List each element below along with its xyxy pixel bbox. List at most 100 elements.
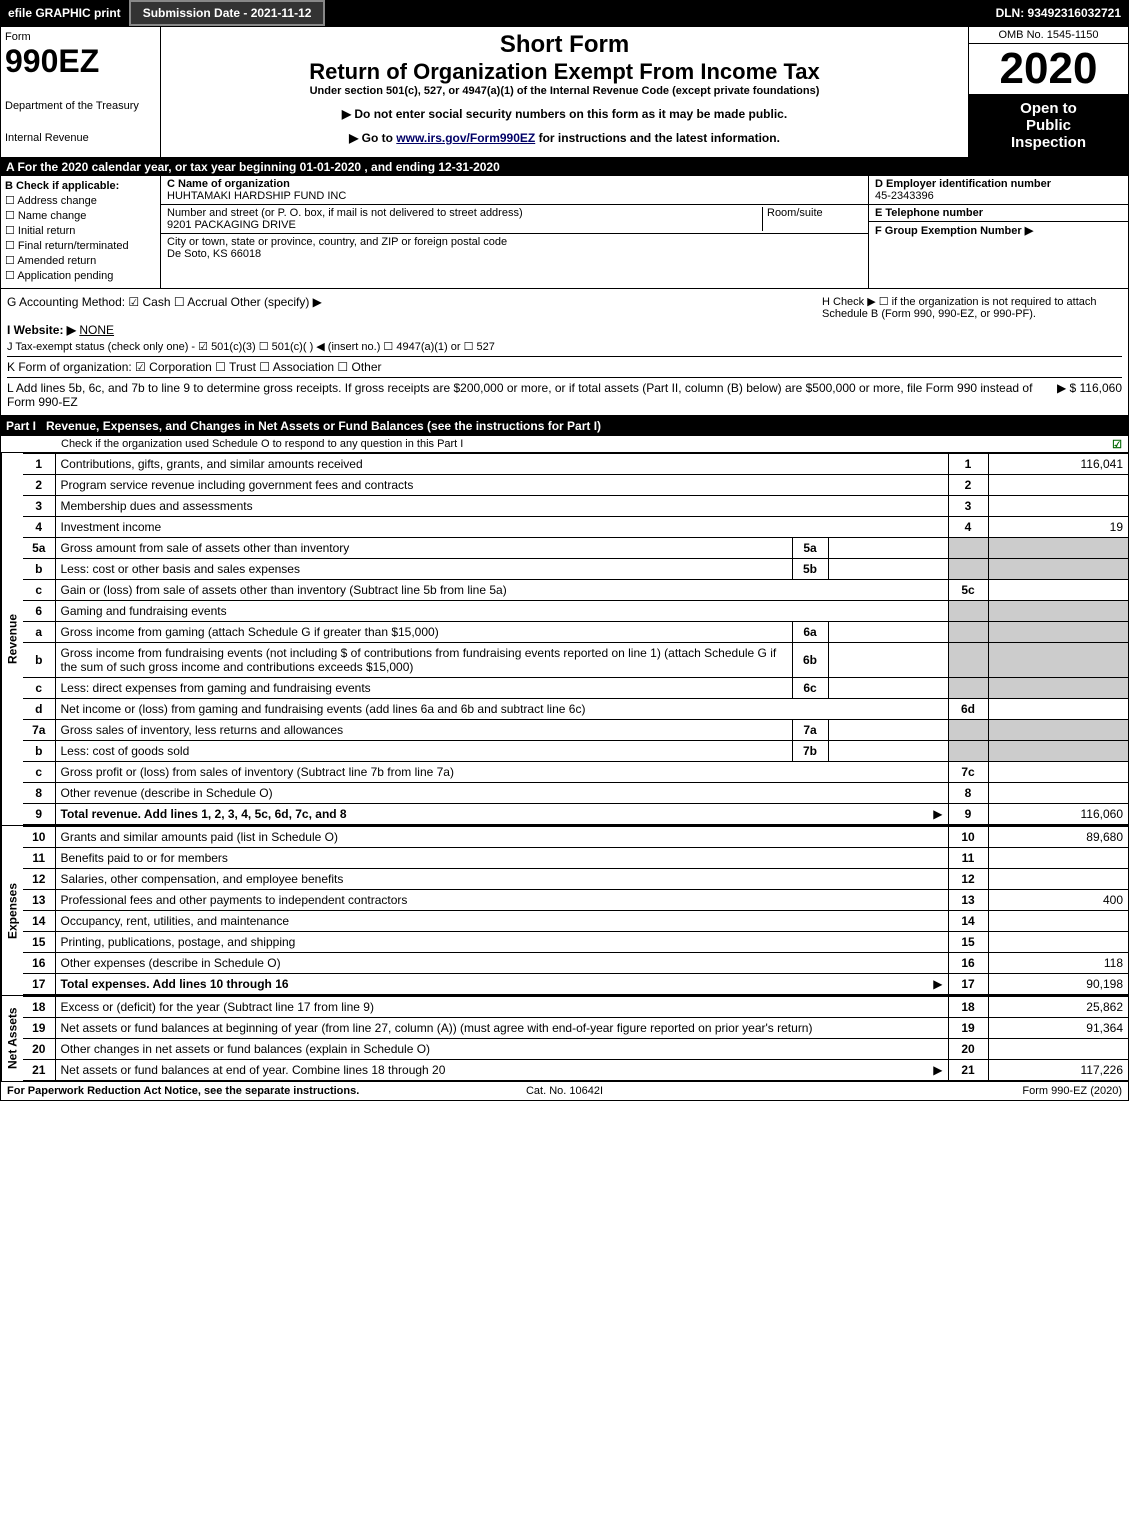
line-number: 4 <box>23 517 55 538</box>
expenses-table: 10Grants and similar amounts paid (list … <box>23 826 1128 995</box>
line-description: Gross amount from sale of assets other t… <box>55 538 792 559</box>
revenue-table: 1Contributions, gifts, grants, and simil… <box>23 453 1128 825</box>
sub-box-value <box>828 678 948 699</box>
top-bar: efile GRAPHIC print Submission Date - 20… <box>0 0 1129 26</box>
note-link: ▶ Go to www.irs.gov/Form990EZ for instru… <box>165 131 964 145</box>
table-row: 3Membership dues and assessments3 <box>23 496 1128 517</box>
website-label: I Website: ▶ <box>7 323 76 337</box>
line-number: 11 <box>23 848 55 869</box>
line-description: Membership dues and assessments <box>55 496 948 517</box>
line-g: G Accounting Method: ☑ Cash ☐ Accrual Ot… <box>7 295 822 320</box>
line-number: 6 <box>23 601 55 622</box>
box-val-shaded <box>988 601 1128 622</box>
box-number: 9 <box>948 804 988 825</box>
line-number: 19 <box>23 1018 55 1039</box>
box-number: 15 <box>948 932 988 953</box>
line-number: d <box>23 699 55 720</box>
line-description: Professional fees and other payments to … <box>55 890 948 911</box>
chk-initial-return[interactable]: ☐ Initial return <box>5 224 156 237</box>
line-l: L Add lines 5b, 6c, and 7b to line 9 to … <box>7 381 1057 409</box>
form-number: 990EZ <box>5 43 156 80</box>
table-row: aGross income from gaming (attach Schedu… <box>23 622 1128 643</box>
box-value <box>988 848 1128 869</box>
sub-box-label: 6b <box>792 643 828 678</box>
chk-final-return[interactable]: ☐ Final return/terminated <box>5 239 156 252</box>
box-val-shaded <box>988 559 1128 580</box>
line-description: Printing, publications, postage, and shi… <box>55 932 948 953</box>
box-val-shaded <box>988 643 1128 678</box>
line-description: Less: cost or other basis and sales expe… <box>55 559 792 580</box>
line-description: Program service revenue including govern… <box>55 475 948 496</box>
box-value: 89,680 <box>988 827 1128 848</box>
city-label: City or town, state or province, country… <box>167 236 507 248</box>
line-description: Other expenses (describe in Schedule O) <box>55 953 948 974</box>
footer-paperwork: For Paperwork Reduction Act Notice, see … <box>7 1085 379 1097</box>
box-num-shaded <box>948 643 988 678</box>
box-value: 116,060 <box>988 804 1128 825</box>
box-value: 117,226 <box>988 1060 1128 1081</box>
line-number: 14 <box>23 911 55 932</box>
table-row: 6Gaming and fundraising events <box>23 601 1128 622</box>
line-h: H Check ▶ ☐ if the organization is not r… <box>822 295 1122 320</box>
box-num-shaded <box>948 601 988 622</box>
submission-date: Submission Date - 2021-11-12 <box>129 0 326 26</box>
footer-formref: Form 990-EZ (2020) <box>750 1085 1122 1097</box>
revenue-grid: Revenue 1Contributions, gifts, grants, a… <box>0 453 1129 826</box>
table-row: 5aGross amount from sale of assets other… <box>23 538 1128 559</box>
chk-address-change[interactable]: ☐ Address change <box>5 194 156 207</box>
box-number: 21 <box>948 1060 988 1081</box>
table-row: 2Program service revenue including gover… <box>23 475 1128 496</box>
box-number: 16 <box>948 953 988 974</box>
box-value <box>988 932 1128 953</box>
box-value: 19 <box>988 517 1128 538</box>
line-number: c <box>23 678 55 699</box>
table-row: 4Investment income419 <box>23 517 1128 538</box>
sub-box-value <box>828 741 948 762</box>
website-value: NONE <box>79 323 114 337</box>
box-value <box>988 580 1128 601</box>
open-inspection: Open to Public Inspection <box>969 94 1128 157</box>
org-name-label: C Name of organization <box>167 178 290 190</box>
dept-treasury: Department of the Treasury <box>5 100 156 112</box>
sub-box-label: 5a <box>792 538 828 559</box>
lines-g-l: G Accounting Method: ☑ Cash ☐ Accrual Ot… <box>0 289 1129 416</box>
table-row: cGross profit or (loss) from sales of in… <box>23 762 1128 783</box>
chk-amended-return[interactable]: ☐ Amended return <box>5 254 156 267</box>
line-number: 16 <box>23 953 55 974</box>
ein-label: D Employer identification number <box>875 178 1051 190</box>
box-value <box>988 869 1128 890</box>
table-row: cLess: direct expenses from gaming and f… <box>23 678 1128 699</box>
footer-catno: Cat. No. 10642I <box>379 1085 751 1097</box>
line-description: Excess or (deficit) for the year (Subtra… <box>55 997 948 1018</box>
table-row: 18Excess or (deficit) for the year (Subt… <box>23 997 1128 1018</box>
sub-box-label: 5b <box>792 559 828 580</box>
line-number: 3 <box>23 496 55 517</box>
box-val-shaded <box>988 741 1128 762</box>
part-1-header: Part I Revenue, Expenses, and Changes in… <box>0 416 1129 436</box>
chk-application-pending[interactable]: ☐ Application pending <box>5 269 156 282</box>
revenue-side-label: Revenue <box>1 453 23 825</box>
box-val-shaded <box>988 678 1128 699</box>
efile-label: efile GRAPHIC print <box>0 2 129 24</box>
box-number: 14 <box>948 911 988 932</box>
street-label: Number and street (or P. O. box, if mail… <box>167 207 523 219</box>
irs-link[interactable]: www.irs.gov/Form990EZ <box>396 131 535 145</box>
line-number: 20 <box>23 1039 55 1060</box>
table-row: 21Net assets or fund balances at end of … <box>23 1060 1128 1081</box>
group-exemption-label: F Group Exemption Number ▶ <box>875 225 1033 237</box>
sub-box-label: 7a <box>792 720 828 741</box>
box-number: 10 <box>948 827 988 848</box>
line-description: Gaming and fundraising events <box>55 601 948 622</box>
chk-name-change[interactable]: ☐ Name change <box>5 209 156 222</box>
sub-box-value <box>828 538 948 559</box>
col-b-header: B Check if applicable: <box>5 180 156 192</box>
box-value <box>988 475 1128 496</box>
tax-year: 2020 <box>969 44 1128 94</box>
table-row: 9Total revenue. Add lines 1, 2, 3, 4, 5c… <box>23 804 1128 825</box>
schedule-o-check-icon: ☑ <box>1112 438 1122 451</box>
dln-label: DLN: 93492316032721 <box>988 2 1129 24</box>
table-row: 16Other expenses (describe in Schedule O… <box>23 953 1128 974</box>
table-row: 14Occupancy, rent, utilities, and mainte… <box>23 911 1128 932</box>
line-number: 8 <box>23 783 55 804</box>
table-row: 11Benefits paid to or for members11 <box>23 848 1128 869</box>
